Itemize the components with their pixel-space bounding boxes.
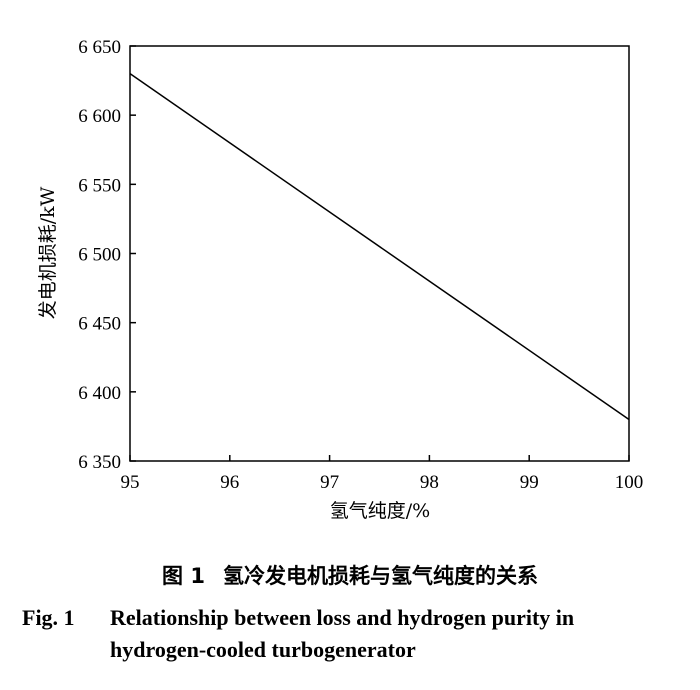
x-axis-ticks: 95 96 97 98 99 100 [121,455,644,493]
x-tick-label: 100 [615,472,644,493]
y-tick-label: 6 650 [78,37,121,58]
y-tick-label: 6 350 [78,452,121,473]
x-tick-label: 99 [520,472,539,493]
caption-en-label: Fig. 1 [22,605,75,630]
x-tick-label: 98 [420,472,439,493]
series-group [129,73,630,421]
x-tick-label: 95 [121,472,140,493]
y-tick-label: 6 500 [78,245,121,266]
figure-caption-en: Fig. 1 Relationship between loss and hyd… [22,602,682,666]
plot-frame [129,45,630,462]
y-tick-label: 6 450 [78,314,121,335]
caption-en-line-1: Relationship between loss and hydrogen p… [110,605,575,630]
y-tick-label: 6 600 [78,106,121,127]
caption-zh-text: 氢冷发电机损耗与氢气纯度的关系 [222,564,538,588]
x-axis-label: 氢气纯度/% [330,500,430,522]
y-axis-ticks: 6 350 6 400 6 450 6 500 6 550 6 600 6 650 [78,37,136,473]
y-tick-label: 6 400 [78,383,121,404]
caption-en-line-2: hydrogen-cooled turbogenerator [110,637,416,662]
x-tick-label: 97 [320,472,339,493]
figure-caption-zh: 图 1 氢冷发电机损耗与氢气纯度的关系 [0,560,700,590]
series-line-0 [129,73,630,421]
y-tick-label: 6 550 [78,175,121,196]
y-axis-label: 发电机损耗/kW [37,186,59,319]
caption-zh-label: 图 1 [162,564,205,588]
x-tick-label: 96 [220,472,239,493]
